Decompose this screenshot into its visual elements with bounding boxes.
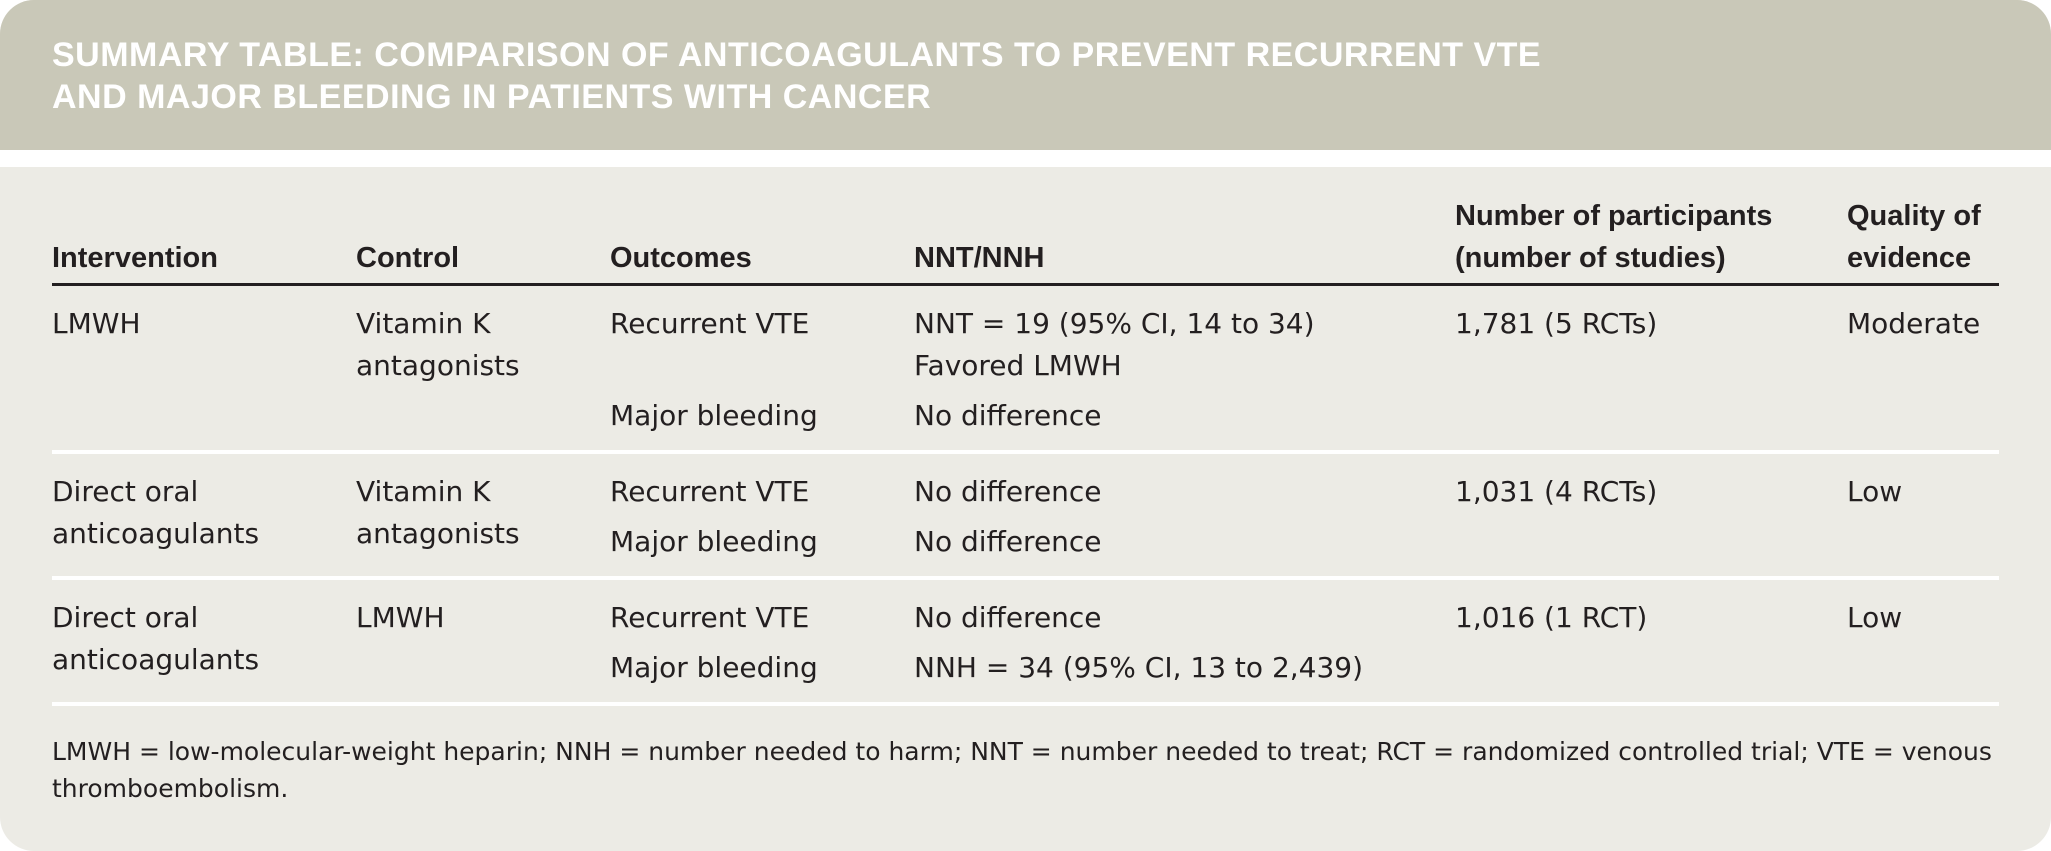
outcome: Major bleeding [610,521,914,563]
text-line: anticoagulants [52,517,260,550]
header-line: (number of studies) [1455,242,1726,274]
header-line: Intervention [52,242,218,274]
title-line: SUMMARY TABLE: COMPARISON OF ANTICOAGULA… [52,36,1542,74]
table-row: Direct oral anticoagulants Vitamin K antago… [52,454,1999,580]
column-header: Outcomes [610,237,914,279]
text-line: No difference [914,601,1102,634]
text-line: antagonists [356,517,520,550]
header-line: NNT/NNH [914,242,1045,274]
control: LMWH [356,597,610,689]
text-line: LMWH [356,601,445,634]
text-line: Direct oral [52,475,199,508]
text-line: Major bleeding [610,651,818,684]
text-line: No difference [914,525,1102,558]
header-line: Outcomes [610,242,752,274]
text-line: Low [1847,475,1903,508]
result: NNT = 19 (95% CI, 14 to 34) Favored LMWH [914,303,1455,387]
column-header: Quality of evidence [1847,195,1999,279]
result: No difference [914,471,1455,513]
header-line: Control [356,242,460,274]
header-line: evidence [1847,242,1972,274]
column-header: Control [356,237,610,279]
text-line: Recurrent VTE [610,601,810,634]
result: No difference [914,597,1455,639]
participants: 1,031 (4 RCTs) [1455,471,1847,563]
control: Vitamin K antagonists [356,303,610,437]
outcome: Recurrent VTE [610,597,914,639]
column-header: NNT/NNH [914,237,1455,279]
text-line: Favored LMWH [914,349,1122,382]
text-line: 1,781 (5 RCTs) [1455,307,1658,340]
result: No difference [914,395,1455,437]
title-line: AND MAJOR BLEEDING IN PATIENTS WITH CANC… [52,78,932,116]
text-line: 1,031 (4 RCTs) [1455,475,1658,508]
text-line: NNT = 19 (95% CI, 14 to 34) [914,307,1315,340]
header-row: Intervention Control Outcomes NNT/NNH Number… [52,195,1999,286]
column-header: Intervention [52,237,356,279]
title: SUMMARY TABLE: COMPARISON OF ANTICOAGULA… [52,34,1541,118]
outcome: Recurrent VTE [610,303,914,387]
header-line: Quality of [1847,200,1981,232]
text-line: Recurrent VTE [610,307,810,340]
text-line: LMWH [52,307,141,340]
text-line: Vitamin K [356,307,491,340]
table-row: Direct oral anticoagulants LMWH Recurrent V… [52,580,1999,706]
quality: Low [1847,471,1999,563]
text-line: No difference [914,475,1102,508]
text-line: Recurrent VTE [610,475,810,508]
text-line: antagonists [356,349,520,382]
outcome: Major bleeding [610,395,914,437]
participants: 1,016 (1 RCT) [1455,597,1847,689]
text-line: anticoagulants [52,643,260,676]
quality: Moderate [1847,303,1999,437]
text-line: Vitamin K [356,475,491,508]
text-line: NNH = 34 (95% CI, 13 to 2,439) [914,651,1364,684]
column-header: Number of participants (number of studies… [1455,195,1847,279]
table: Intervention Control Outcomes NNT/NNH Number… [52,195,1999,706]
footnote: LMWH = low-molecular-weight heparin; NNH… [52,737,1992,803]
quality: Low [1847,597,1999,689]
outcome: Major bleeding [610,647,914,689]
text-line: Moderate [1847,307,1981,340]
intervention: LMWH [52,303,356,437]
participants: 1,781 (5 RCTs) [1455,303,1847,437]
text-line: Major bleeding [610,525,818,558]
intervention: Direct oral anticoagulants [52,597,356,689]
text-line: Major bleeding [610,399,818,432]
header-line: Number of participants [1455,200,1773,232]
text-line: Direct oral [52,601,199,634]
divider [0,150,2051,167]
control: Vitamin K antagonists [356,471,610,563]
result: No difference [914,521,1455,563]
text-line: No difference [914,399,1102,432]
text-line: Low [1847,601,1903,634]
text-line: 1,016 (1 RCT) [1455,601,1648,634]
result: NNH = 34 (95% CI, 13 to 2,439) [914,647,1455,689]
outcome: Recurrent VTE [610,471,914,513]
table-row: LMWH Vitamin K antagonists Recurrent VTE NNT… [52,286,1999,454]
header-band: SUMMARY TABLE: COMPARISON OF ANTICOAGULA… [0,0,2051,150]
intervention: Direct oral anticoagulants [52,471,356,563]
